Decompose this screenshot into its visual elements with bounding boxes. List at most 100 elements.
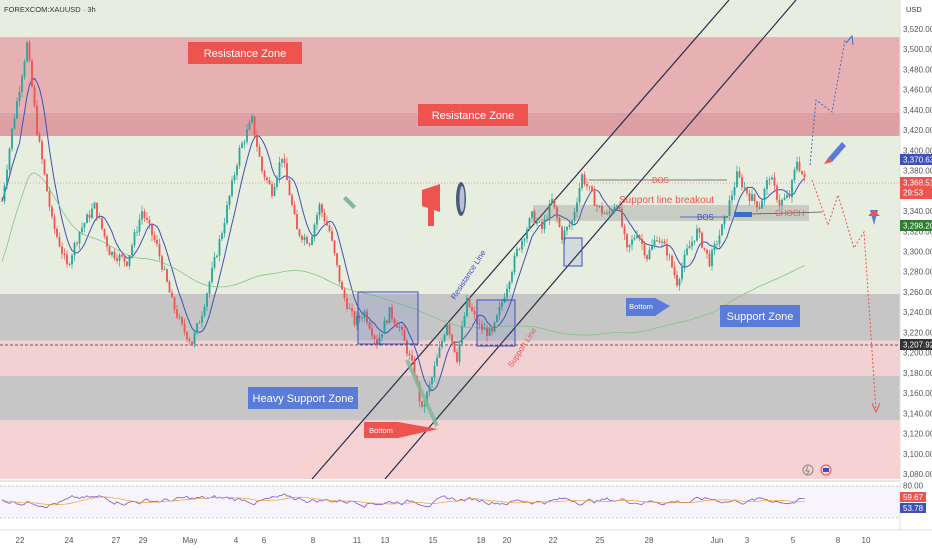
candle-body — [181, 316, 183, 325]
candle-body — [646, 255, 648, 260]
candle-body — [468, 297, 471, 308]
candle-body — [321, 204, 323, 213]
candle-body — [306, 237, 308, 244]
candle-body — [348, 308, 351, 309]
candle-body — [221, 233, 223, 240]
candle-body — [356, 315, 358, 326]
candle-body — [656, 240, 658, 242]
candle-body — [393, 318, 396, 324]
candle-body — [358, 315, 361, 319]
drop-line — [405, 359, 439, 427]
candle-body — [96, 202, 98, 218]
bos-label-1: BOS — [652, 176, 669, 185]
candle-body — [31, 60, 33, 87]
candle-body — [521, 240, 523, 250]
heavy-support-zone — [0, 375, 900, 421]
candle-body — [461, 326, 463, 344]
candle-body — [158, 243, 161, 257]
candle-body — [341, 282, 343, 290]
candle-body — [481, 324, 483, 330]
candle-body — [631, 239, 633, 245]
candle-body — [251, 116, 253, 123]
candle-body — [173, 297, 176, 310]
candle-body — [313, 224, 316, 237]
bottom-callout-2[interactable]: Bottom — [626, 298, 670, 316]
symbol-label[interactable]: FOREXCOM:XAUUSD · 3h — [4, 5, 96, 14]
candle-body — [706, 249, 708, 254]
bearish-arrowhead — [871, 402, 881, 414]
candle-body — [138, 219, 141, 232]
currency-label[interactable]: USD — [906, 5, 922, 14]
bullish-arrowhead — [845, 34, 854, 46]
candle-body — [283, 158, 286, 164]
candle-body — [676, 275, 678, 286]
heavy-support-zone-label[interactable]: Heavy Support Zone — [248, 387, 358, 409]
candle-body — [483, 328, 486, 330]
channel-lower-line[interactable] — [384, 0, 797, 480]
candle-body — [648, 249, 651, 260]
candle-body — [188, 339, 191, 342]
candle-body — [183, 324, 186, 332]
candle-body — [81, 227, 83, 232]
upper-neutral-zone — [0, 0, 900, 38]
choch-label: CHOCH — [775, 209, 805, 218]
price-axis[interactable] — [900, 0, 932, 530]
candle-body — [383, 320, 386, 335]
candle-body — [133, 232, 136, 246]
candle-body — [233, 175, 236, 181]
choch-line — [751, 211, 823, 215]
candle-body — [671, 255, 673, 268]
resistance-zone-label-2[interactable]: Resistance Zone — [418, 104, 528, 126]
candle-body — [231, 180, 233, 196]
candle-body — [381, 334, 383, 338]
consolidation-box-1[interactable] — [357, 291, 419, 345]
candle-body — [613, 207, 616, 212]
candle-body — [433, 366, 436, 378]
candle-body — [678, 279, 681, 286]
rsi-lower-text: 53.78 — [903, 504, 924, 513]
candle-body — [186, 331, 188, 340]
time-tick-label: 6 — [262, 536, 267, 545]
candle-body — [193, 332, 196, 345]
choch-marker — [734, 212, 752, 217]
candle-body — [263, 170, 266, 178]
candle-body — [236, 165, 238, 176]
channel-upper-line[interactable] — [311, 0, 730, 480]
candle-body — [253, 116, 256, 136]
time-tick-label: 25 — [596, 536, 605, 545]
candle-body — [246, 129, 248, 142]
candle-body — [163, 269, 166, 271]
candle-body — [378, 337, 381, 346]
price-tick-label: 3,420.00 — [903, 126, 932, 135]
candle-body — [581, 174, 583, 189]
resistance-zone-label-1[interactable]: Resistance Zone — [188, 42, 302, 64]
support-zone-label[interactable]: Support Zone — [720, 305, 800, 327]
price-tick-label: 3,240.00 — [903, 308, 932, 317]
candle-body — [511, 272, 513, 282]
candle-body — [453, 341, 456, 353]
candle-body — [566, 226, 568, 231]
candle-body — [553, 199, 556, 208]
time-axis[interactable] — [0, 530, 932, 550]
candle-body — [666, 243, 668, 256]
time-tick-label: 28 — [645, 536, 654, 545]
candle-body — [596, 205, 598, 207]
consolidation-box-2[interactable] — [476, 299, 516, 347]
candle-body — [171, 292, 173, 298]
candle-body — [218, 239, 221, 256]
lightning-icon — [802, 464, 814, 476]
time-tick-label: 15 — [429, 536, 438, 545]
candle-body — [798, 161, 801, 171]
bottom-callout-1[interactable]: Bottom — [364, 422, 438, 438]
candle-body — [561, 226, 563, 240]
consolidation-box-3[interactable] — [563, 237, 583, 267]
candle-body — [536, 221, 538, 224]
megaphone-icon — [422, 184, 440, 226]
candle-body — [298, 229, 301, 236]
candle-body — [208, 281, 211, 294]
time-tick-label: 10 — [862, 536, 871, 545]
candle-body — [18, 91, 21, 101]
candle-body — [746, 187, 748, 194]
candle-body — [98, 217, 101, 219]
